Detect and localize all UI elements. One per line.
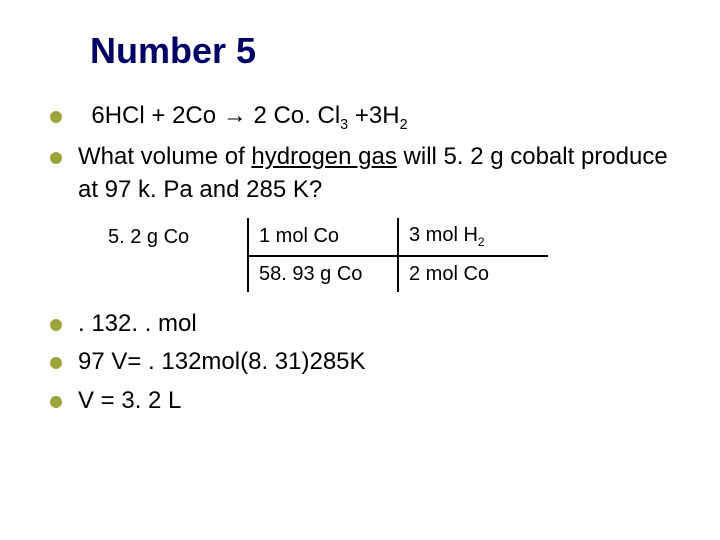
cell-r2c3: 2 mol Co <box>398 256 548 292</box>
eq-part-2: Co → <box>185 102 253 129</box>
coef-2: 2 <box>172 100 185 132</box>
cell-r1c3-sub: 2 <box>478 235 485 249</box>
table-row: 58. 93 g Co 2 mol Co <box>98 256 548 292</box>
table-row: 5. 2 g Co 1 mol Co 3 mol H2 <box>98 218 548 256</box>
question-underline: hydrogen gas <box>251 143 396 170</box>
eq-part-3a: Co. Cl <box>267 102 340 129</box>
bullet-list: 6HCl + 2Co → 2 Co. Cl3 +3H2 What volume … <box>50 100 680 206</box>
cell-r1c1: 5. 2 g Co <box>98 218 248 256</box>
cell-r2c1 <box>98 256 248 292</box>
cell-r1c2: 1 mol Co <box>248 218 398 256</box>
question-part-1: What volume of <box>78 143 251 170</box>
eq-part-4a: H <box>382 102 399 129</box>
answer-3: V = 3. 2 L <box>50 385 680 417</box>
answer-2: 97 V= . 132mol(8. 31)285K <box>50 346 680 378</box>
slide: Number 5 6HCl + 2Co → 2 Co. Cl3 +3H2 Wha… <box>0 0 720 540</box>
cell-r1c3: 3 mol H2 <box>398 218 548 256</box>
coef-4: 3 <box>369 100 382 132</box>
dimensional-analysis-table: 5. 2 g Co 1 mol Co 3 mol H2 58. 93 g Co … <box>98 218 680 292</box>
answer-list: . 132. . mol 97 V= . 132mol(8. 31)285K V… <box>50 308 680 417</box>
eq-part-3b: + <box>348 102 369 129</box>
answer-1: . 132. . mol <box>50 308 680 340</box>
coef-3: 2 <box>253 100 266 132</box>
slide-title: Number 5 <box>90 30 680 72</box>
question-line: What volume of hydrogen gas will 5. 2 g … <box>50 141 680 206</box>
slide-content: 6HCl + 2Co → 2 Co. Cl3 +3H2 What volume … <box>50 100 680 417</box>
eq-part-1: HCl + <box>105 102 172 129</box>
cell-r2c2: 58. 93 g Co <box>248 256 398 292</box>
coef-1: 6 <box>91 100 104 132</box>
cell-r1c3-text: 3 mol H <box>409 224 478 246</box>
eq-sub-4: 2 <box>400 117 408 133</box>
equation-line: 6HCl + 2Co → 2 Co. Cl3 +3H2 <box>50 100 680 135</box>
table: 5. 2 g Co 1 mol Co 3 mol H2 58. 93 g Co … <box>98 218 548 292</box>
eq-sub-3: 3 <box>340 117 348 133</box>
